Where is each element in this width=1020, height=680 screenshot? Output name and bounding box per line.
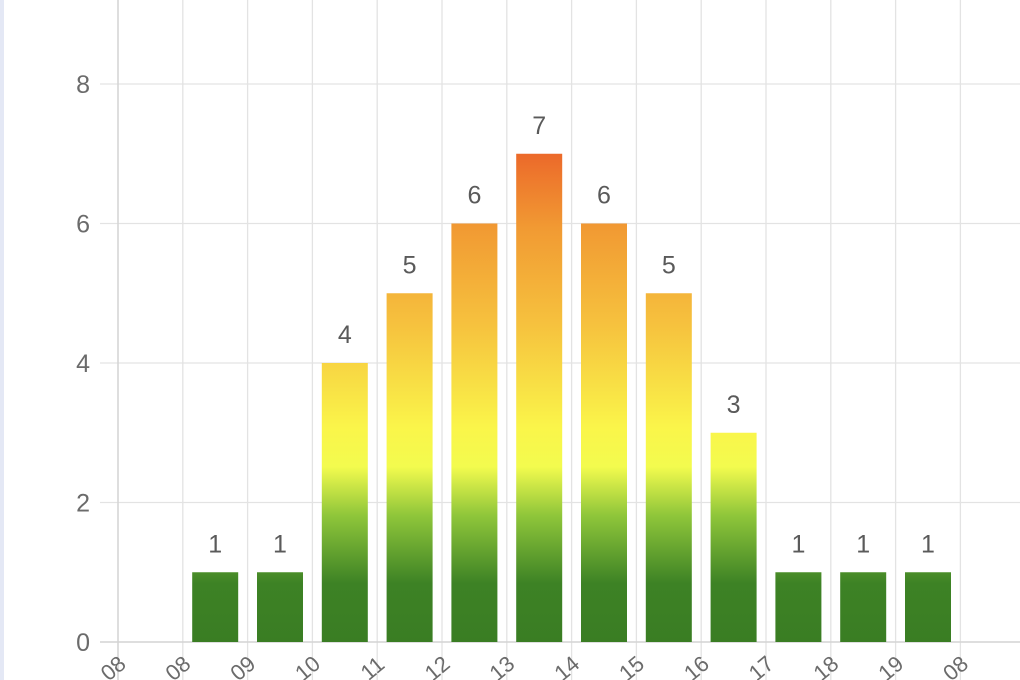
data-label: 4 bbox=[338, 321, 352, 349]
x-tick-label: 11 bbox=[356, 651, 390, 680]
data-label: 1 bbox=[273, 530, 287, 558]
x-tick-label: 10 bbox=[290, 651, 325, 680]
y-axis-ticks: 0 2 4 6 8 bbox=[76, 71, 90, 657]
y-tick-label: 4 bbox=[76, 350, 90, 378]
x-tick-label: 09 bbox=[225, 651, 260, 680]
bar bbox=[516, 153, 563, 642]
x-tick-label: 15 bbox=[614, 651, 649, 680]
bar bbox=[581, 223, 627, 642]
bar bbox=[775, 572, 822, 642]
data-label: 5 bbox=[403, 251, 417, 279]
x-tick-label: 13 bbox=[485, 651, 520, 680]
bar bbox=[645, 293, 692, 642]
bar bbox=[710, 432, 757, 642]
y-tick-label: 0 bbox=[76, 629, 90, 657]
data-label: 1 bbox=[208, 530, 222, 558]
x-axis-ticks: 08 08 09 10 11 12 13 14 15 16 17 18 19 08 bbox=[96, 651, 973, 680]
data-label: 6 bbox=[467, 182, 481, 210]
data-label: 1 bbox=[791, 530, 805, 558]
bar bbox=[840, 572, 887, 642]
x-tick-label: 08 bbox=[938, 651, 973, 680]
bar bbox=[257, 572, 303, 642]
data-label: 7 bbox=[532, 112, 546, 140]
bar bbox=[192, 572, 239, 642]
y-tick-label: 8 bbox=[76, 71, 90, 99]
x-tick-label: 17 bbox=[744, 651, 779, 680]
bar bbox=[386, 293, 433, 642]
data-label: 1 bbox=[921, 530, 935, 558]
y-tick-label: 2 bbox=[76, 490, 90, 518]
x-tick-label: 08 bbox=[161, 651, 196, 680]
data-label: 6 bbox=[597, 182, 611, 210]
bar bbox=[451, 223, 498, 642]
x-tick-label: 19 bbox=[873, 651, 908, 680]
bar bbox=[905, 572, 951, 642]
x-tick-label: 14 bbox=[549, 651, 584, 680]
data-label: 3 bbox=[727, 391, 741, 419]
x-tick-label: 12 bbox=[420, 651, 455, 680]
data-labels: 1 1 4 5 6 7 6 5 3 1 1 1 bbox=[208, 112, 935, 559]
bar bbox=[321, 363, 368, 642]
x-tick-label: 16 bbox=[679, 651, 714, 680]
window-edge bbox=[0, 0, 4, 680]
x-tick-label: 18 bbox=[809, 651, 844, 680]
data-label: 5 bbox=[662, 251, 676, 279]
data-label: 1 bbox=[856, 530, 870, 558]
y-tick-label: 6 bbox=[76, 211, 90, 239]
bars bbox=[192, 153, 951, 642]
x-tick-label: 08 bbox=[96, 651, 131, 680]
